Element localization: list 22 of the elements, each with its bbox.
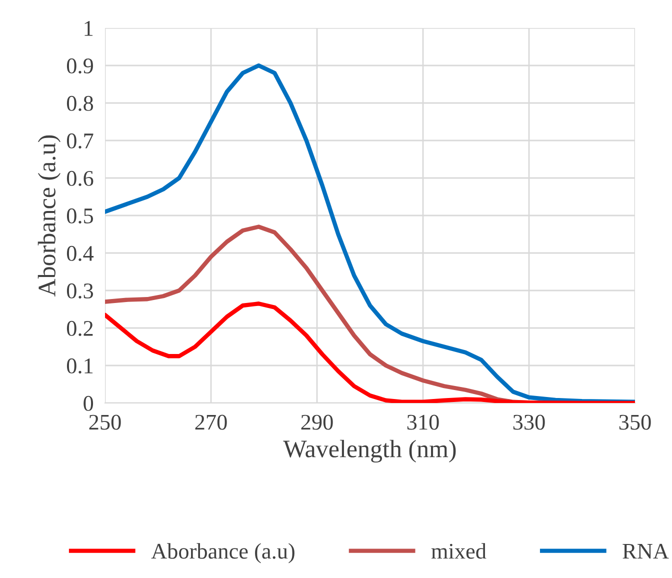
- x-tick-label: 270: [195, 414, 227, 430]
- x-axis-title: Wavelength (nm): [283, 440, 456, 463]
- y-tick-label: 0.2: [66, 320, 93, 336]
- x-tick-label: 330: [513, 414, 545, 430]
- y-tick-label: 0.7: [66, 133, 94, 149]
- x-tick-label: 290: [301, 414, 333, 430]
- y-tick-label: 0.5: [66, 208, 94, 224]
- y-tick-label: 0.9: [66, 58, 93, 74]
- y-tick-label: 0.3: [66, 283, 94, 299]
- y-tick-label: 0.4: [66, 246, 94, 262]
- y-tick-label: 0.8: [66, 96, 94, 112]
- x-tick-label: 310: [407, 414, 439, 430]
- x-tick-label: 250: [89, 414, 121, 430]
- x-tick-label: 350: [619, 414, 651, 430]
- legend-label: mixed: [431, 543, 486, 559]
- legend-label: RNA: [622, 544, 669, 559]
- y-axis-title: Aborbance (a.u): [38, 135, 61, 296]
- y-tick-label: 0: [84, 396, 94, 411]
- legend-label: Aborbance (a.u): [151, 543, 294, 564]
- y-tick-label: 0.1: [66, 358, 93, 374]
- y-tick-label: 1: [84, 21, 93, 36]
- y-tick-label: 0.6: [66, 170, 94, 186]
